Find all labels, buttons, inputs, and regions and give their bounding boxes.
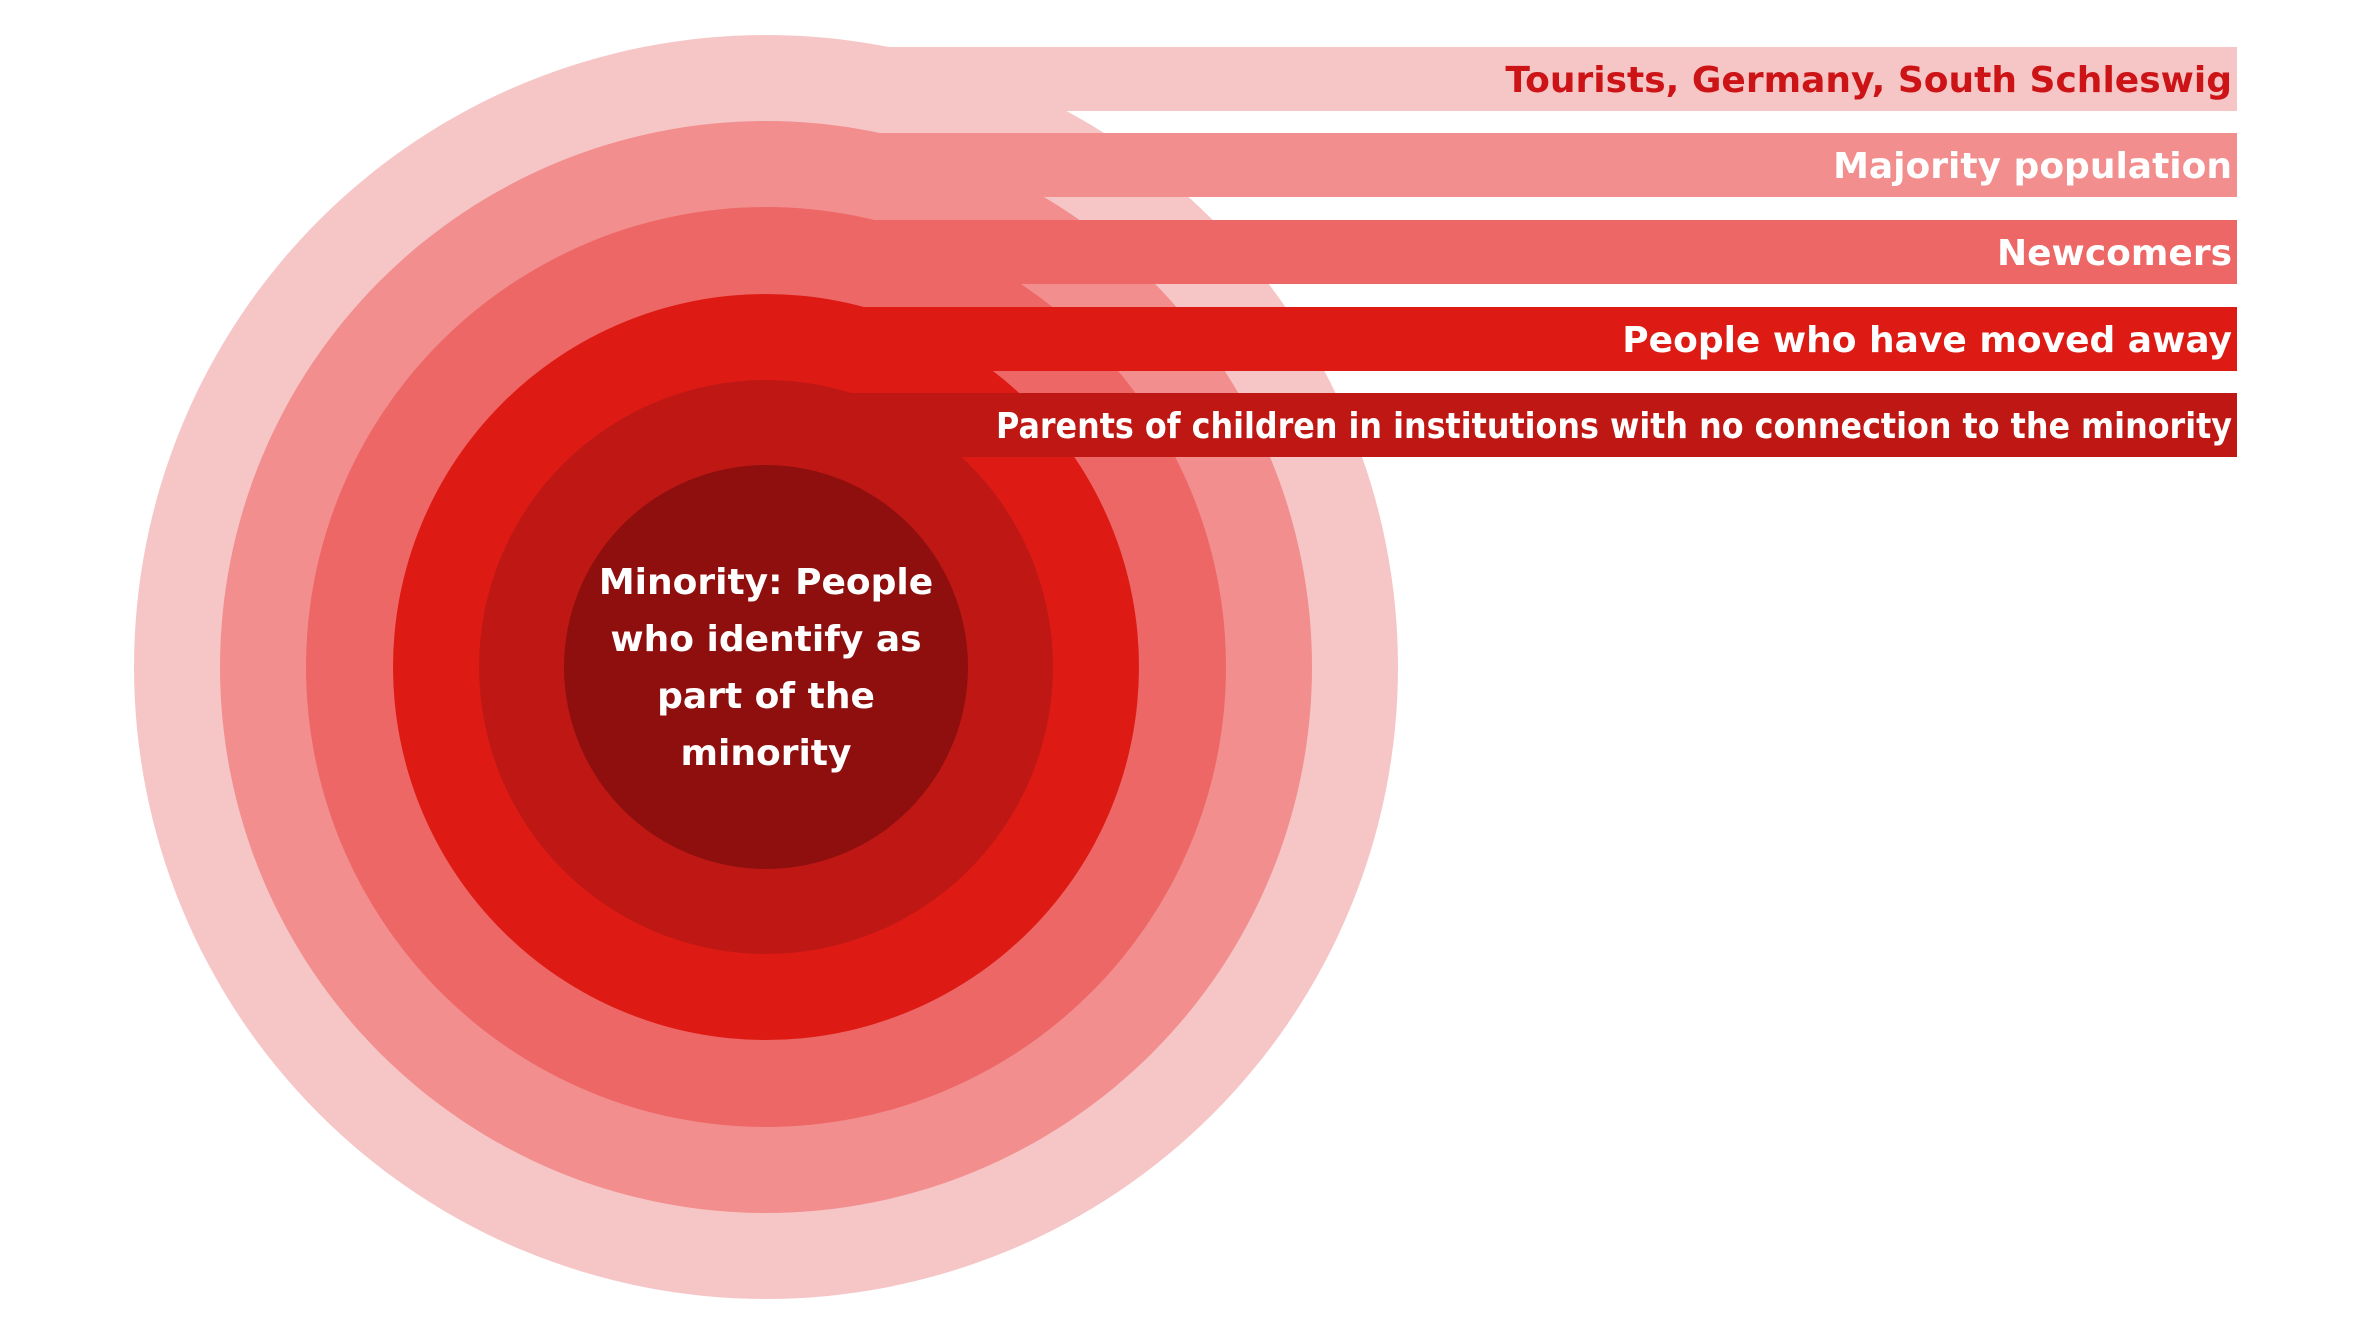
band-4 [766, 307, 2237, 371]
band-label-3: Newcomers [1997, 233, 2232, 274]
center-circle-group: Minority: People who identify as part of t… [564, 465, 968, 869]
center-label-line-1: Minority: People [599, 562, 933, 603]
center-label-line-3: part of the [657, 676, 875, 717]
center-circle [564, 465, 968, 869]
band-label-1: Tourists, Germany, South Schleswig [1505, 60, 2232, 101]
band-label-2: Majority population [1833, 146, 2232, 187]
center-label-line-4: minority [681, 733, 852, 774]
center-label-line-2: who identify as [610, 619, 921, 660]
band-3 [766, 220, 2237, 284]
band-label-5: Parents of children in institutions with… [996, 406, 2232, 447]
band-2 [766, 133, 2237, 197]
band-label-4: People who have moved away [1622, 320, 2232, 361]
band-1 [766, 47, 2237, 111]
band-5 [766, 393, 2237, 457]
